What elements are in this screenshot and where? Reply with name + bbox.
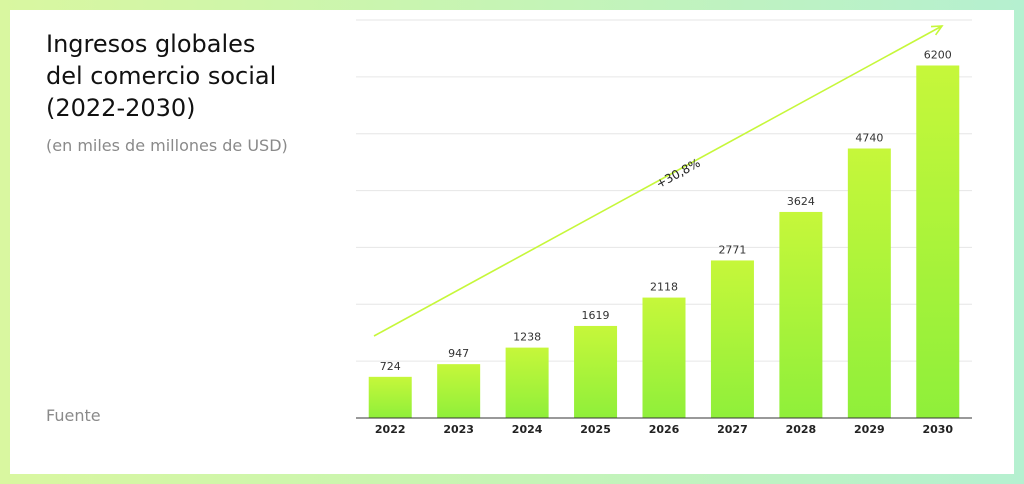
bar-2029 [847, 148, 891, 419]
data-label-2029: 4740 [855, 131, 883, 144]
x-axis-ticks: 2022 2023 2024 2025 2026 2027 2028 2029 2030 [375, 423, 954, 436]
x-tick-2030: 2030 [922, 423, 953, 436]
data-labels: 724 947 1238 1619 2118 2771 3624 4740 6200 [380, 48, 952, 372]
x-tick-2023: 2023 [443, 423, 474, 436]
title-line-1: Ingresos globales [46, 30, 256, 58]
source-link[interactable]: Fuente [46, 406, 101, 425]
data-label-2026: 2118 [650, 281, 678, 294]
bar-2027 [710, 260, 754, 418]
x-tick-2029: 2029 [854, 423, 885, 436]
trend-annotation: +30,8% [654, 156, 703, 191]
x-tick-2024: 2024 [512, 423, 543, 436]
title-line-3: (2022-2030) [46, 94, 196, 122]
trend-arrowhead-icon [930, 25, 944, 36]
chart-subtitle: (en miles de millones de USD) [46, 136, 288, 155]
data-label-2030: 6200 [924, 48, 952, 61]
data-label-2025: 1619 [582, 309, 610, 322]
x-tick-2027: 2027 [717, 423, 748, 436]
bar-2028 [779, 211, 823, 418]
data-label-2023: 947 [448, 347, 469, 360]
x-tick-2022: 2022 [375, 423, 406, 436]
bar-2023 [437, 364, 481, 418]
x-tick-2026: 2026 [649, 423, 680, 436]
title-line-2: del comercio social [46, 62, 277, 90]
bar-2022 [368, 376, 412, 418]
bars [368, 65, 960, 419]
data-label-2027: 2771 [718, 243, 746, 256]
data-label-2028: 3624 [787, 195, 815, 208]
data-label-2022: 724 [380, 360, 401, 373]
x-tick-2028: 2028 [786, 423, 817, 436]
bar-2025 [574, 325, 618, 418]
bar-2026 [642, 297, 686, 418]
data-label-2024: 1238 [513, 331, 541, 344]
bar-2024 [505, 347, 549, 418]
bar-2030 [916, 65, 960, 418]
chart-title: Ingresos globales del comercio social (2… [46, 28, 346, 124]
x-tick-2025: 2025 [580, 423, 611, 436]
trend-line [373, 25, 943, 337]
